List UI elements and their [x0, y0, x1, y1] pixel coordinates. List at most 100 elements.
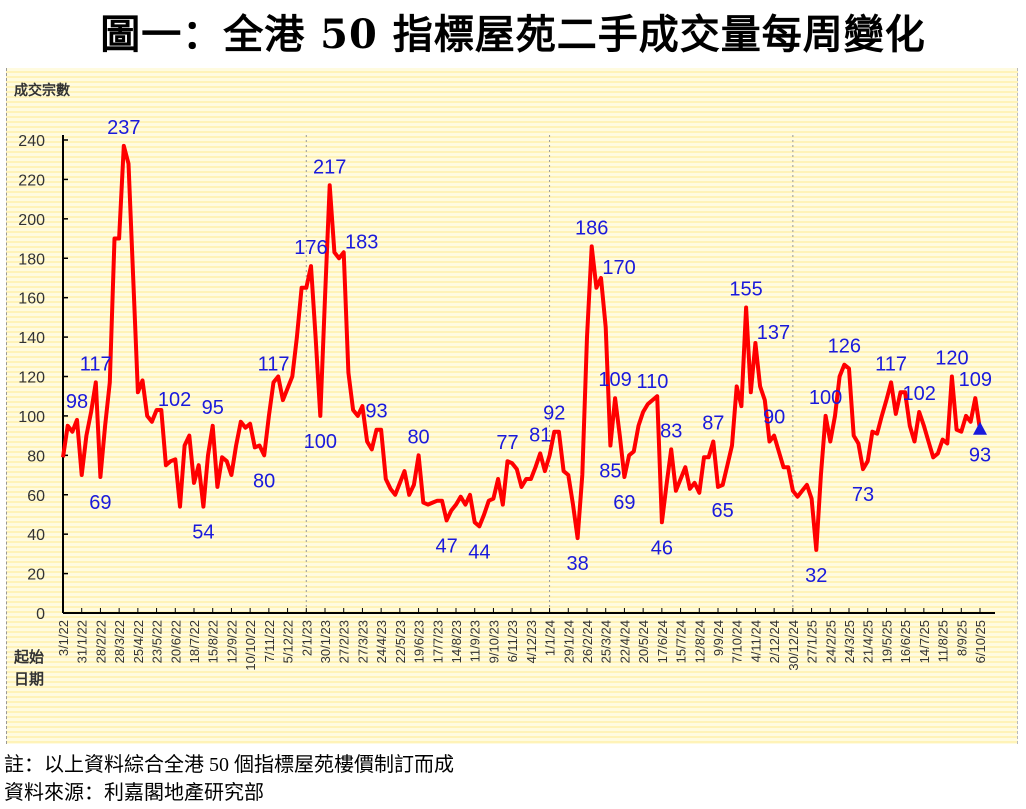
x-tick-label: 4/11/24 — [748, 620, 763, 662]
data-label: 38 — [567, 553, 589, 575]
x-tick-label: 24/4/23 — [374, 620, 389, 663]
x-tick-label: 8/9/25 — [954, 620, 969, 656]
data-label: 102 — [902, 383, 935, 405]
x-axis-label: 起始日期 — [14, 648, 45, 688]
data-label: 176 — [294, 237, 327, 259]
x-tick-label: 26/2/24 — [580, 620, 595, 663]
y-tick-label: 140 — [18, 330, 45, 347]
data-label: 183 — [345, 231, 378, 253]
x-tick-label: 6/11/23 — [505, 620, 520, 662]
y-tick-label: 120 — [18, 370, 45, 387]
data-label: 110 — [637, 371, 669, 393]
data-label: 137 — [757, 322, 790, 344]
data-label: 80 — [407, 426, 429, 448]
x-tick-label: 18/7/22 — [187, 620, 202, 663]
x-tick-label: 7/11/22 — [262, 620, 277, 662]
data-label: 95 — [202, 397, 224, 419]
latest-value-triangle-icon — [973, 421, 987, 435]
data-label: 83 — [660, 420, 682, 442]
x-tick-label: 21/4/25 — [861, 620, 876, 663]
x-tick-label: 24/3/25 — [842, 620, 857, 663]
footer-source: 資料來源：利嘉閣地產研究部 — [4, 782, 264, 804]
data-label: 93 — [969, 445, 991, 467]
x-tick-label: 12/8/24 — [692, 620, 707, 663]
x-tick-label: 16/6/25 — [898, 620, 913, 663]
data-label: 117 — [258, 353, 290, 375]
data-label: 32 — [805, 565, 827, 587]
x-tick-label: 19/6/23 — [412, 620, 427, 663]
x-tick-label: 19/5/25 — [879, 620, 894, 663]
data-label: 186 — [575, 217, 608, 239]
x-tick-label: 9/10/23 — [486, 620, 501, 663]
x-tick-label: 24/2/25 — [823, 620, 838, 663]
data-label: 93 — [365, 401, 387, 423]
x-tick-label: 30/1/23 — [318, 620, 333, 663]
data-label: 87 — [702, 413, 724, 435]
data-label: 77 — [496, 432, 518, 454]
y-tick-label: 0 — [36, 606, 45, 623]
x-tick-label: 12/9/22 — [224, 620, 239, 663]
y-tick-label: 60 — [27, 488, 45, 505]
x-tick-label: 22/5/23 — [393, 620, 408, 663]
x-tick-label: 17/7/23 — [430, 620, 445, 663]
x-tick-label: 11/8/25 — [936, 620, 951, 662]
data-label: 237 — [107, 117, 140, 139]
data-label: 92 — [543, 403, 565, 425]
data-label: 109 — [959, 369, 992, 391]
data-label: 100 — [304, 431, 337, 453]
data-label: 69 — [89, 492, 111, 514]
data-label: 126 — [828, 336, 861, 358]
x-tick-label: 20/6/22 — [168, 620, 183, 663]
data-label: 120 — [935, 348, 968, 370]
chart-title: 圖一：全港 50 指標屋苑二手成交量每周變化 — [100, 11, 926, 58]
data-label: 54 — [192, 522, 214, 544]
x-tick-label: 1/1/24 — [543, 620, 558, 656]
x-tick-label: 29/1/24 — [561, 620, 576, 663]
x-tick-label: 28/3/22 — [112, 620, 127, 663]
x-tick-label: 5/12/22 — [281, 620, 296, 663]
x-tick-label: 15/8/22 — [206, 620, 221, 663]
data-label: 109 — [598, 369, 631, 391]
x-tick-label: 7/10/24 — [730, 620, 745, 663]
y-tick-label: 220 — [18, 172, 45, 189]
x-tick-label: 25/3/24 — [599, 620, 614, 663]
data-label: 100 — [809, 387, 842, 409]
data-label: 155 — [729, 279, 762, 301]
data-label: 85 — [599, 460, 621, 482]
x-tick-label: 10/10/22 — [243, 620, 258, 671]
y-tick-label: 100 — [18, 409, 45, 426]
x-tick-label: 20/5/24 — [636, 620, 651, 663]
x-tick-label: 9/9/24 — [711, 620, 726, 656]
x-tick-label: 17/6/24 — [655, 620, 670, 663]
x-tick-label: 25/4/22 — [131, 620, 146, 663]
x-tick-label: 2/12/24 — [767, 620, 782, 663]
data-label: 65 — [712, 500, 734, 522]
data-label: 117 — [875, 353, 907, 375]
data-label: 69 — [613, 492, 635, 514]
x-tick-label: 11/9/23 — [468, 620, 483, 662]
data-label: 47 — [436, 535, 458, 557]
y-tick-label: 240 — [18, 133, 45, 150]
x-tick-label: 28/2/22 — [93, 620, 108, 663]
data-label: 73 — [852, 484, 874, 506]
y-tick-label: 160 — [18, 291, 45, 308]
y-tick-label: 80 — [27, 448, 45, 465]
x-tick-label: 2/1/23 — [299, 620, 314, 656]
y-tick-label: 180 — [18, 251, 45, 268]
footer-note: 註：以上資料綜合全港 50 個指標屋苑樓價制訂而成 — [4, 754, 454, 776]
x-tick-label: 14/8/23 — [449, 620, 464, 663]
data-label: 44 — [468, 541, 490, 563]
chart-panel — [6, 68, 1018, 744]
data-label: 98 — [66, 391, 88, 413]
y-tick-label: 20 — [27, 567, 45, 584]
data-label: 117 — [80, 353, 112, 375]
y-tick-label: 40 — [27, 527, 45, 544]
data-label: 46 — [651, 537, 673, 559]
x-tick-label: 23/5/22 — [150, 620, 165, 663]
x-tick-label: 27/1/25 — [805, 620, 820, 663]
x-tick-label: 27/3/23 — [355, 620, 370, 663]
data-label: 102 — [158, 389, 191, 411]
x-tick-label: 15/7/24 — [674, 620, 689, 663]
data-label: 217 — [313, 156, 346, 178]
